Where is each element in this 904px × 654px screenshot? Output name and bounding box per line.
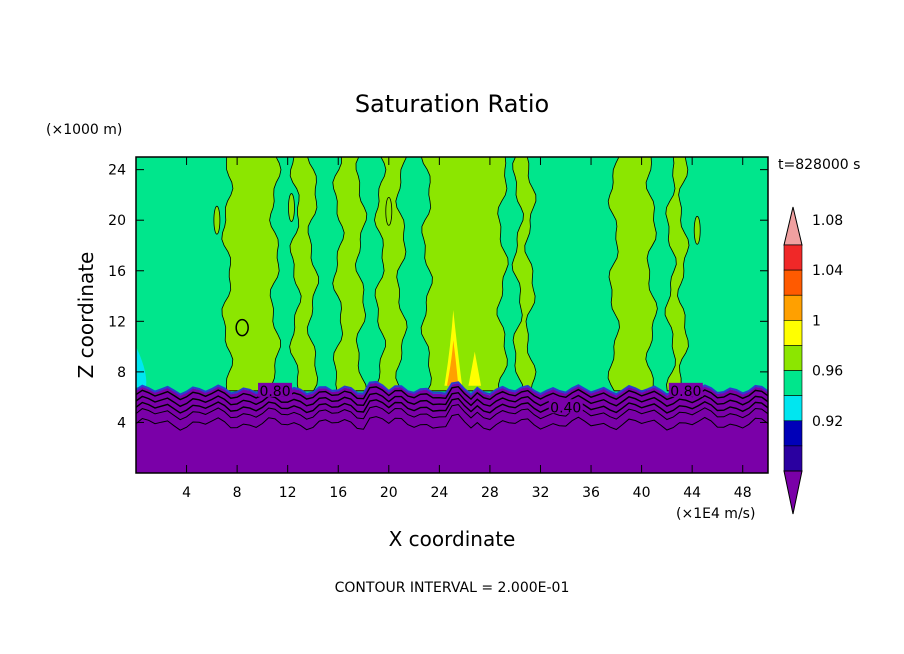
x-tick-label-8: 8	[233, 485, 242, 501]
plot-frame	[135, 156, 769, 474]
cyan-patch	[136, 346, 147, 388]
x-tick-label-24: 24	[430, 485, 448, 501]
contour-label-bg-0	[258, 382, 293, 397]
time-label: t=828000 s	[778, 157, 860, 173]
colorbar-label-1: 0.96	[812, 364, 843, 380]
colorbar-segment-3	[783, 320, 803, 346]
contour-label-bg-2	[668, 382, 703, 397]
boundary-blue	[136, 380, 768, 396]
x-tick-label-48: 48	[734, 485, 752, 501]
contour-label-0: 0.80	[259, 384, 290, 400]
y-tick-label-24: 24	[108, 163, 126, 179]
band-island-0	[213, 205, 221, 235]
band-island-3	[693, 215, 701, 245]
colorbar-segment-7	[783, 420, 803, 447]
colorbar-segment-5	[783, 370, 803, 396]
y-axis: 4 8 12 16 20 24	[108, 163, 768, 431]
contour-label-1: 0.40	[550, 400, 581, 416]
colorbar-segment-4	[783, 345, 803, 371]
x-axis-unit: (×1E4 m/s)	[676, 506, 755, 522]
contour-line-1	[136, 391, 768, 408]
y-tick-label-20: 20	[108, 213, 126, 229]
colorbar-top-arrow	[783, 206, 803, 246]
colorbar-bottom-arrow	[783, 470, 803, 515]
x-tick-label-16: 16	[329, 485, 347, 501]
colorbar-segment-1	[783, 269, 803, 296]
chart-title: Saturation Ratio	[355, 90, 549, 118]
colorbar-segment-8	[783, 445, 803, 472]
colorbar-segment-2	[783, 294, 803, 321]
x-tick-label-12: 12	[279, 485, 297, 501]
contour-line-4	[136, 413, 768, 431]
colorbar-segment-0	[783, 244, 803, 271]
x-axis-label: X coordinate	[389, 527, 516, 551]
plot-area: 0.80 0.40 0.80	[135, 156, 769, 474]
colorbar-segment-6	[783, 395, 803, 422]
x-tick-label-44: 44	[683, 485, 701, 501]
x-axis: 4 8 12 16 20 24 28 32 36 40 44 48	[182, 157, 752, 501]
y-tick-label-16: 16	[108, 264, 126, 280]
field	[136, 157, 768, 473]
contour-line-3	[136, 404, 768, 421]
y-axis-label: Z coordinate	[74, 252, 98, 379]
x-tick-label-20: 20	[380, 485, 398, 501]
x-tick-label-36: 36	[582, 485, 600, 501]
x-tick-label-32: 32	[532, 485, 550, 501]
x-tick-label-28: 28	[481, 485, 499, 501]
band-island-1	[288, 193, 295, 222]
band-island-2	[385, 196, 393, 226]
colorbar-label-4: 1.08	[812, 213, 843, 229]
yellow-spike-small	[468, 351, 482, 386]
colorbar-label-2: 1	[812, 313, 821, 329]
contour-label-2: 0.80	[670, 384, 701, 400]
orange-spike	[446, 340, 459, 386]
y-tick-label-4: 4	[117, 415, 126, 431]
band-4	[420, 157, 509, 392]
y-axis-unit: (×1000 m)	[46, 122, 122, 138]
y-tick-label-12: 12	[108, 314, 126, 330]
colorbar-label-0: 0.92	[812, 414, 843, 430]
dark-patch-left	[235, 318, 249, 337]
colorbar: 0.92 0.96 1 1.04 1.08	[783, 206, 843, 515]
contour-interval-note: CONTOUR INTERVAL = 2.000E-01	[335, 580, 570, 596]
x-tick-label-4: 4	[182, 485, 191, 501]
contour-line-2	[136, 397, 768, 414]
colorbar-label-3: 1.04	[812, 263, 843, 279]
y-tick-label-8: 8	[117, 365, 126, 381]
contour-label-bg-1	[548, 399, 583, 414]
contour-line-0	[136, 385, 768, 401]
x-tick-label-40: 40	[633, 485, 651, 501]
